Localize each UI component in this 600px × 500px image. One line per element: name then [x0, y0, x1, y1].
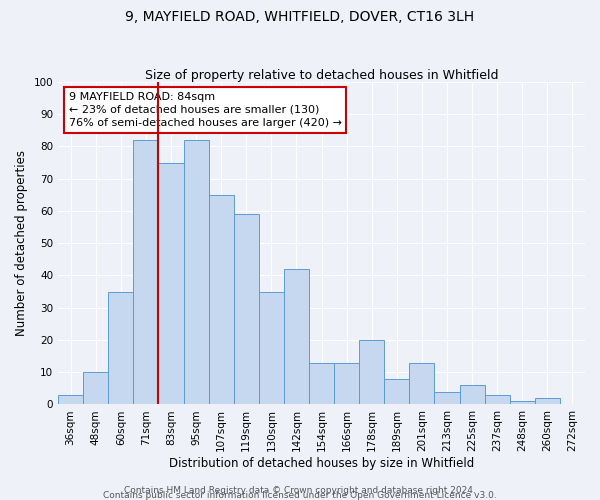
- Bar: [209, 195, 233, 404]
- Bar: [259, 292, 284, 405]
- Bar: [108, 292, 133, 405]
- Bar: [133, 140, 158, 404]
- Bar: [309, 362, 334, 405]
- Bar: [409, 362, 434, 405]
- Y-axis label: Number of detached properties: Number of detached properties: [15, 150, 28, 336]
- Text: 9, MAYFIELD ROAD, WHITFIELD, DOVER, CT16 3LH: 9, MAYFIELD ROAD, WHITFIELD, DOVER, CT16…: [125, 10, 475, 24]
- Bar: [58, 395, 83, 404]
- Bar: [460, 385, 485, 404]
- Text: 9 MAYFIELD ROAD: 84sqm
← 23% of detached houses are smaller (130)
76% of semi-de: 9 MAYFIELD ROAD: 84sqm ← 23% of detached…: [68, 92, 341, 128]
- Bar: [359, 340, 384, 404]
- Bar: [434, 392, 460, 404]
- Text: Contains public sector information licensed under the Open Government Licence v3: Contains public sector information licen…: [103, 491, 497, 500]
- Bar: [485, 395, 510, 404]
- Title: Size of property relative to detached houses in Whitfield: Size of property relative to detached ho…: [145, 69, 498, 82]
- Bar: [384, 378, 409, 404]
- Bar: [510, 401, 535, 404]
- Bar: [158, 162, 184, 404]
- Bar: [334, 362, 359, 405]
- Bar: [233, 214, 259, 404]
- Text: Contains HM Land Registry data © Crown copyright and database right 2024.: Contains HM Land Registry data © Crown c…: [124, 486, 476, 495]
- Bar: [184, 140, 209, 404]
- Bar: [284, 269, 309, 404]
- Bar: [83, 372, 108, 404]
- Bar: [535, 398, 560, 404]
- X-axis label: Distribution of detached houses by size in Whitfield: Distribution of detached houses by size …: [169, 457, 474, 470]
